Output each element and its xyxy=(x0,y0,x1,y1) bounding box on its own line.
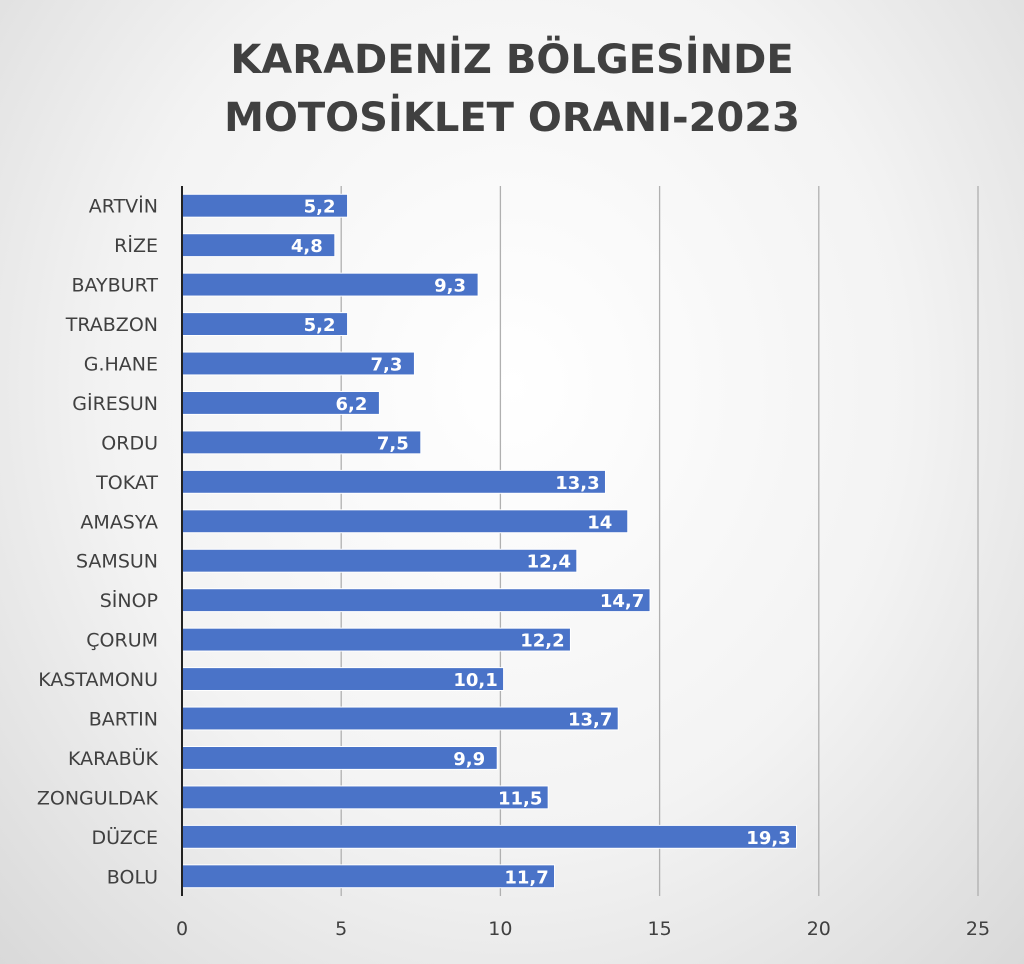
category-label-2: BAYBURT xyxy=(71,275,158,297)
x-tick-label-15: 15 xyxy=(648,918,672,940)
category-label-13: BARTIN xyxy=(89,709,158,731)
data-label-2: 9,3 xyxy=(434,276,466,297)
bar-11 xyxy=(181,627,571,652)
category-label-14: KARABÜK xyxy=(68,747,158,770)
category-labels: ARTVİN RİZE BAYBURT TRABZON G.HANE GİRESUN ORD… xyxy=(37,195,159,889)
data-label-6: 7,5 xyxy=(377,433,409,454)
bar-8 xyxy=(181,509,629,534)
x-tick-label-10: 10 xyxy=(488,918,512,940)
bar-7 xyxy=(181,469,606,494)
bar-15 xyxy=(181,785,549,810)
data-label-9: 12,4 xyxy=(527,552,571,573)
bar-14 xyxy=(181,746,498,770)
bar-9 xyxy=(181,548,578,573)
category-label-3: TRABZON xyxy=(65,314,158,336)
bar-17 xyxy=(181,864,556,889)
data-label-8: 14 xyxy=(587,512,612,533)
bar-16 xyxy=(181,824,798,849)
chart-title: KARADENİZ BÖLGESİNDE MOTOSİKLET ORANI-202… xyxy=(224,35,800,141)
bar-13 xyxy=(181,706,619,731)
data-label-16: 19,3 xyxy=(746,828,790,849)
x-tick-label-25: 25 xyxy=(966,918,990,940)
category-label-4: G.HANE xyxy=(84,354,158,376)
bars xyxy=(181,193,798,889)
category-label-1: RİZE xyxy=(114,234,158,257)
data-label-17: 11,7 xyxy=(504,867,548,888)
data-label-0: 5,2 xyxy=(304,197,336,218)
x-axis-ticks: 0 5 10 15 20 25 xyxy=(176,918,990,940)
data-labels: 5,2 4,8 9,3 5,2 7,36,2 7,5 13,3 14 12,4 14,7 12,2 1… xyxy=(291,197,791,889)
data-label-3: 5,2 xyxy=(304,315,336,336)
x-tick-label-20: 20 xyxy=(807,918,831,940)
data-label-15: 11,5 xyxy=(498,788,542,809)
data-label-13: 13,7 xyxy=(568,710,612,731)
category-label-8: AMASYA xyxy=(80,511,158,533)
chart-title-line-1: KARADENİZ BÖLGESİNDE xyxy=(230,35,793,83)
category-label-10: SİNOP xyxy=(100,589,158,612)
data-label-1: 4,8 xyxy=(291,236,323,257)
category-label-17: BOLU xyxy=(107,866,158,888)
category-label-15: ZONGULDAK xyxy=(37,787,159,809)
category-label-11: ÇORUM xyxy=(86,630,158,652)
category-label-0: ARTVİN xyxy=(89,195,158,218)
x-tick-label-0: 0 xyxy=(176,918,188,940)
data-label-4: 7,3 xyxy=(370,355,402,376)
category-label-7: TOKAT xyxy=(95,472,158,494)
data-label-10: 14,7 xyxy=(600,591,644,612)
data-label-11: 12,2 xyxy=(520,631,564,652)
x-tick-label-5: 5 xyxy=(335,918,347,940)
category-label-6: ORDU xyxy=(101,432,158,454)
category-label-5: GİRESUN xyxy=(72,392,158,415)
data-label-12: 10,1 xyxy=(453,670,497,691)
category-label-16: DÜZCE xyxy=(92,826,159,849)
data-label-7: 13,3 xyxy=(555,473,599,494)
chart-title-line-2: MOTOSİKLET ORANI-2023 xyxy=(224,93,800,141)
data-label-5: 6,2 xyxy=(335,394,367,415)
bar-10 xyxy=(181,588,651,613)
category-label-9: SAMSUN xyxy=(76,551,158,573)
gridlines xyxy=(340,186,979,896)
data-label-14: 9,9 xyxy=(453,749,485,770)
category-label-12: KASTAMONU xyxy=(38,669,158,691)
